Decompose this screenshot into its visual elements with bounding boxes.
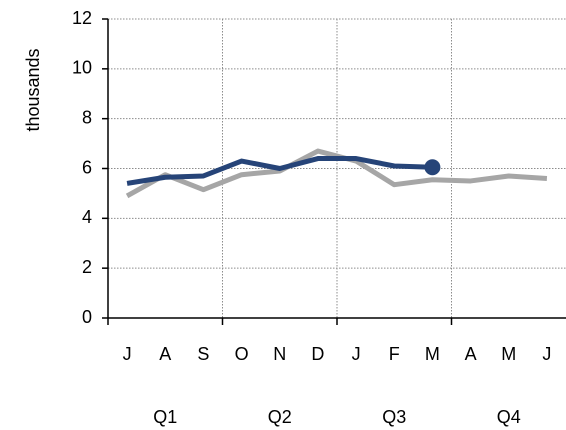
x-tick-label: J: [542, 344, 551, 364]
x-group-label: Q4: [497, 407, 521, 427]
y-axis-label: thousands: [23, 48, 43, 131]
y-tick-label: 0: [82, 307, 92, 327]
x-tick-label: J: [352, 344, 361, 364]
y-tick-label: 2: [82, 257, 92, 277]
y-tick-label: 10: [72, 58, 92, 78]
x-tick-label: M: [425, 344, 440, 364]
x-tick-label: F: [389, 344, 400, 364]
y-tick-label: 8: [82, 107, 92, 127]
x-group-label: Q3: [382, 407, 406, 427]
y-tick-label: 6: [82, 157, 92, 177]
series-marker: [424, 159, 441, 176]
x-group-label: Q2: [268, 407, 292, 427]
x-tick-label: O: [235, 344, 249, 364]
y-tick-label: 12: [72, 8, 92, 28]
x-tick-label: D: [311, 344, 324, 364]
x-tick-label: S: [197, 344, 209, 364]
x-tick-label: A: [159, 344, 171, 364]
x-tick-label: N: [273, 344, 286, 364]
y-tick-label: 4: [82, 207, 92, 227]
series-line: [126, 156, 433, 186]
x-tick-label: A: [465, 344, 477, 364]
x-tick-label: M: [501, 344, 516, 364]
x-group-label: Q1: [153, 407, 177, 427]
x-tick-label: J: [123, 344, 132, 364]
